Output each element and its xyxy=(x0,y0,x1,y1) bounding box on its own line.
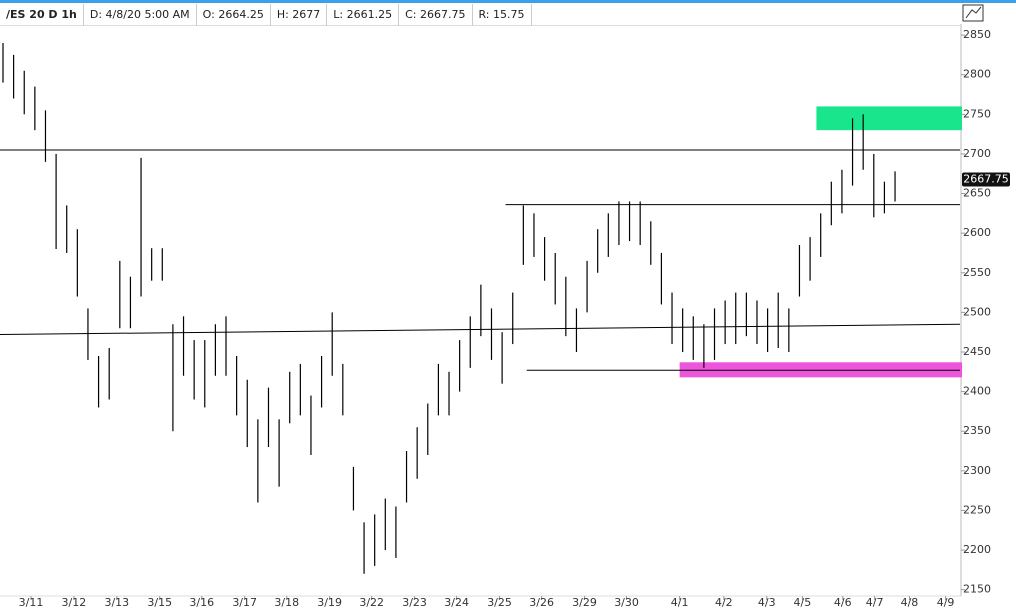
x-tick-label: 3/18 xyxy=(274,596,299,609)
x-tick-label: 3/29 xyxy=(572,596,597,609)
x-tick-label: 4/6 xyxy=(834,596,852,609)
x-tick-label: 3/25 xyxy=(487,596,512,609)
x-tick-label: 3/19 xyxy=(317,596,342,609)
high: H: 2677 xyxy=(271,4,328,26)
y-tick-label: 2800 xyxy=(963,68,991,81)
y-tick-label: 2400 xyxy=(963,385,991,398)
y-tick-label: 2450 xyxy=(963,345,991,358)
x-tick-label: 3/23 xyxy=(402,596,427,609)
x-tick-label: 3/26 xyxy=(529,596,554,609)
y-tick-label: 2750 xyxy=(963,107,991,120)
y-tick-label: 2350 xyxy=(963,424,991,437)
y-tick-label: 2600 xyxy=(963,226,991,239)
x-tick-label: 4/9 xyxy=(937,596,955,609)
x-tick-label: 3/11 xyxy=(19,596,44,609)
close: C: 2667.75 xyxy=(399,4,473,26)
x-tick-label: 3/30 xyxy=(614,596,639,609)
draw-tool-icon[interactable] xyxy=(962,4,986,22)
y-tick-label: 2300 xyxy=(963,464,991,477)
y-tick-label: 2200 xyxy=(963,543,991,556)
symbol: /ES 20 D 1h xyxy=(0,4,84,26)
low: L: 2661.25 xyxy=(327,4,400,26)
y-tick-label: 2550 xyxy=(963,266,991,279)
x-tick-label: 3/17 xyxy=(232,596,257,609)
x-tick-label: 3/13 xyxy=(104,596,129,609)
top-bar xyxy=(0,0,1016,3)
x-tick-label: 4/2 xyxy=(715,596,733,609)
y-tick-label: 2150 xyxy=(963,583,991,596)
x-tick-label: 4/7 xyxy=(866,596,884,609)
y-tick-label: 2700 xyxy=(963,147,991,160)
trend-line xyxy=(0,323,961,336)
price-zone xyxy=(816,106,962,131)
x-tick-label: 3/16 xyxy=(189,596,214,609)
header: /ES 20 D 1h D: 4/8/20 5:00 AM O: 2664.25 H:… xyxy=(0,3,960,26)
last-price-label: 2667.75 xyxy=(963,172,1009,185)
open: O: 2664.25 xyxy=(197,4,271,26)
bar-date: D: 4/8/20 5:00 AM xyxy=(84,4,197,26)
x-tick-label: 3/22 xyxy=(359,596,384,609)
x-tick-label: 4/8 xyxy=(901,596,919,609)
x-tick-label: 3/15 xyxy=(147,596,172,609)
x-tick-label: 4/1 xyxy=(671,596,689,609)
x-tick-label: 3/24 xyxy=(444,596,469,609)
x-tick-label: 3/12 xyxy=(62,596,87,609)
range: R: 15.75 xyxy=(473,4,532,26)
x-tick-label: 4/3 xyxy=(758,596,776,609)
x-tick-label: 4/5 xyxy=(794,596,812,609)
y-tick-label: 2850 xyxy=(963,28,991,41)
last-price-tag xyxy=(962,172,1010,187)
y-tick-label: 2500 xyxy=(963,305,991,318)
y-tick-label: 2650 xyxy=(963,187,991,200)
y-tick-label: 2250 xyxy=(963,503,991,516)
